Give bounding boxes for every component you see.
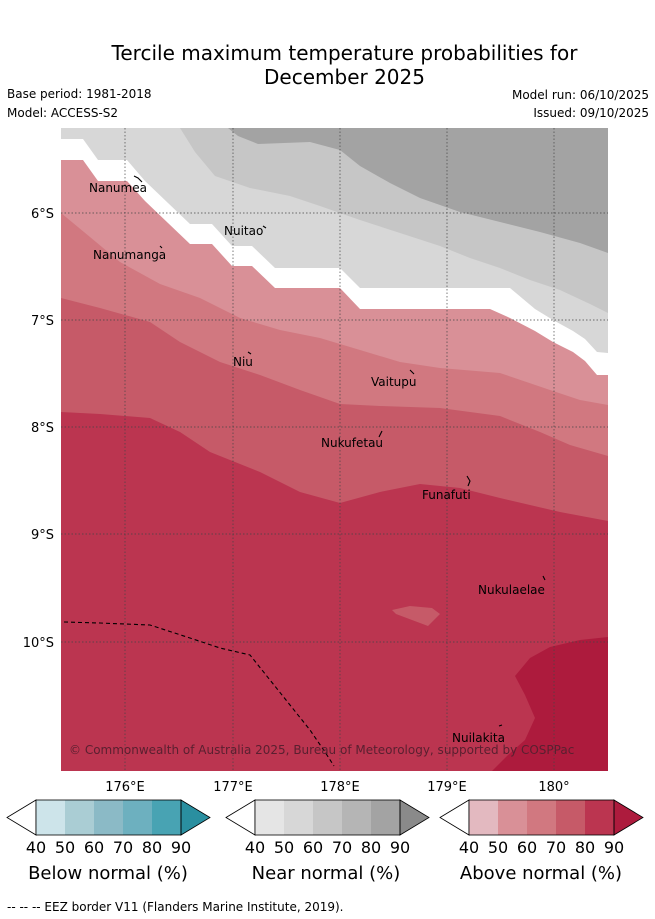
label-funafuti: Funafuti bbox=[422, 488, 471, 502]
colorbar-segment bbox=[313, 800, 342, 835]
lon-tick-180: 180° bbox=[538, 780, 569, 795]
colorbar-outline bbox=[254, 799, 401, 836]
issued-date: Issued: 09/10/2025 bbox=[533, 106, 649, 120]
colorbar-segment bbox=[255, 800, 284, 835]
colorbar-label-below: Below normal (%) bbox=[28, 863, 188, 884]
colorbar-segment bbox=[284, 800, 313, 835]
lat-tick-9: 9°S bbox=[31, 528, 54, 543]
colorbar-extend-high bbox=[180, 799, 211, 836]
island-nanumanga bbox=[159, 245, 163, 249]
field-blob bbox=[392, 606, 440, 626]
colorbar-tick-label: 70 bbox=[113, 838, 133, 857]
colorbar-tick-label: 50 bbox=[55, 838, 75, 857]
gridlines bbox=[61, 128, 608, 771]
colorbar-tick-label: 40 bbox=[245, 838, 265, 857]
chart-title: Tercile maximum temperature probabilitie… bbox=[0, 41, 655, 89]
colorbar-tick-label: 40 bbox=[459, 838, 479, 857]
colorbar-segment bbox=[469, 800, 498, 835]
colorbar-outline bbox=[35, 799, 182, 836]
colorbar-tick-label: 50 bbox=[274, 838, 294, 857]
colorbar-segment bbox=[65, 800, 94, 835]
colorbar-extend-low bbox=[6, 799, 37, 836]
label-nukulaelae: Nukulaelae bbox=[478, 583, 545, 597]
island-nukufetau bbox=[378, 430, 383, 438]
eez-border bbox=[63, 621, 335, 767]
base-period: Base period: 1981-2018 bbox=[7, 87, 152, 101]
label-nanumanga: Nanumanga bbox=[93, 248, 166, 262]
lat-tick-7: 7°S bbox=[31, 314, 54, 329]
island-nukulaelae bbox=[542, 575, 546, 581]
colorbar-segment bbox=[371, 800, 400, 835]
lon-tick-179: 179°E bbox=[427, 780, 467, 795]
eez-footnote: -- -- -- EEZ border V11 (Flanders Marine… bbox=[7, 900, 344, 914]
island-nuilakita bbox=[498, 724, 503, 727]
colorbar-segment bbox=[498, 800, 527, 835]
title-line-2: December 2025 bbox=[264, 65, 425, 89]
colorbar-tick-label: 40 bbox=[26, 838, 46, 857]
colorbar-tick-label: 80 bbox=[575, 838, 595, 857]
colorbar-segment bbox=[123, 800, 152, 835]
colorbar-label-above: Above normal (%) bbox=[459, 863, 623, 884]
title-line-1: Tercile maximum temperature probabilitie… bbox=[111, 41, 578, 65]
island-funafuti bbox=[466, 475, 471, 487]
model-run: Model run: 06/10/2025 bbox=[511, 88, 649, 102]
label-nuitao: Nuitao bbox=[224, 224, 263, 238]
island-niu bbox=[247, 351, 252, 355]
colorbar-tick-label: 80 bbox=[142, 838, 162, 857]
colorbar-segment bbox=[342, 800, 371, 835]
band-above-90 bbox=[492, 637, 608, 771]
colorbar-extend-low bbox=[439, 799, 470, 836]
label-vaitupu: Vaitupu bbox=[371, 375, 417, 389]
colorbar-tick-label: 80 bbox=[361, 838, 381, 857]
colorbar-tick-label: 70 bbox=[546, 838, 566, 857]
band-near-60 bbox=[228, 128, 608, 253]
colorbar-extend-low bbox=[225, 799, 256, 836]
label-nuilakita: Nuilakita bbox=[452, 731, 505, 745]
colorbar-tick-label: 70 bbox=[332, 838, 352, 857]
label-niu: Niu bbox=[233, 355, 253, 369]
colorbar-segment bbox=[94, 800, 123, 835]
colorbar-tick-label: 90 bbox=[171, 838, 191, 857]
island-nuitao bbox=[262, 225, 267, 229]
colorbar-segment bbox=[152, 800, 181, 835]
lat-tick-6: 6°S bbox=[31, 207, 54, 222]
colorbar-tick-label: 60 bbox=[303, 838, 323, 857]
probability-field bbox=[61, 128, 608, 771]
lon-tick-177: 177°E bbox=[213, 780, 253, 795]
label-nanumea: Nanumea bbox=[89, 181, 147, 195]
axis-labels: 6°S 7°S 8°S 9°S 10°S 176°E 177°E 178°E 1… bbox=[23, 207, 570, 795]
colorbar-extend-high bbox=[399, 799, 430, 836]
island-nanumea bbox=[133, 175, 143, 183]
colorbar-above-normal: 40 50 60 70 80 90 bbox=[439, 799, 644, 857]
colorbar-segment bbox=[36, 800, 65, 835]
place-labels: Nanumea Nuitao Nanumanga Niu Vaitupu Nuk… bbox=[89, 181, 545, 745]
island-vaitupu bbox=[409, 369, 415, 375]
colorbar-segment bbox=[585, 800, 614, 835]
colorbar-extend-high bbox=[613, 799, 644, 836]
lat-tick-10: 10°S bbox=[23, 636, 54, 651]
colorbar-tick-label: 60 bbox=[84, 838, 104, 857]
colorbar-segment bbox=[556, 800, 585, 835]
model-name: Model: ACCESS-S2 bbox=[7, 106, 119, 120]
lon-tick-176: 176°E bbox=[105, 780, 145, 795]
colorbar-below-normal: 40 50 60 70 80 90 bbox=[6, 799, 211, 857]
colorbar-tick-label: 60 bbox=[517, 838, 537, 857]
colorbar-outline bbox=[468, 799, 615, 836]
island-shapes bbox=[133, 175, 546, 727]
copyright-notice: © Commonwealth of Australia 2025, Bureau… bbox=[69, 743, 574, 757]
lon-tick-178: 178°E bbox=[320, 780, 360, 795]
lat-tick-8: 8°S bbox=[31, 421, 54, 436]
colorbar-tick-label: 90 bbox=[390, 838, 410, 857]
label-nukufetau: Nukufetau bbox=[321, 436, 383, 450]
colorbar-segment bbox=[527, 800, 556, 835]
colorbar-label-near: Near normal (%) bbox=[251, 863, 401, 884]
colorbar-near-normal: 40 50 60 70 80 90 bbox=[225, 799, 430, 857]
colorbar-tick-label: 50 bbox=[488, 838, 508, 857]
colorbar-tick-label: 90 bbox=[604, 838, 624, 857]
